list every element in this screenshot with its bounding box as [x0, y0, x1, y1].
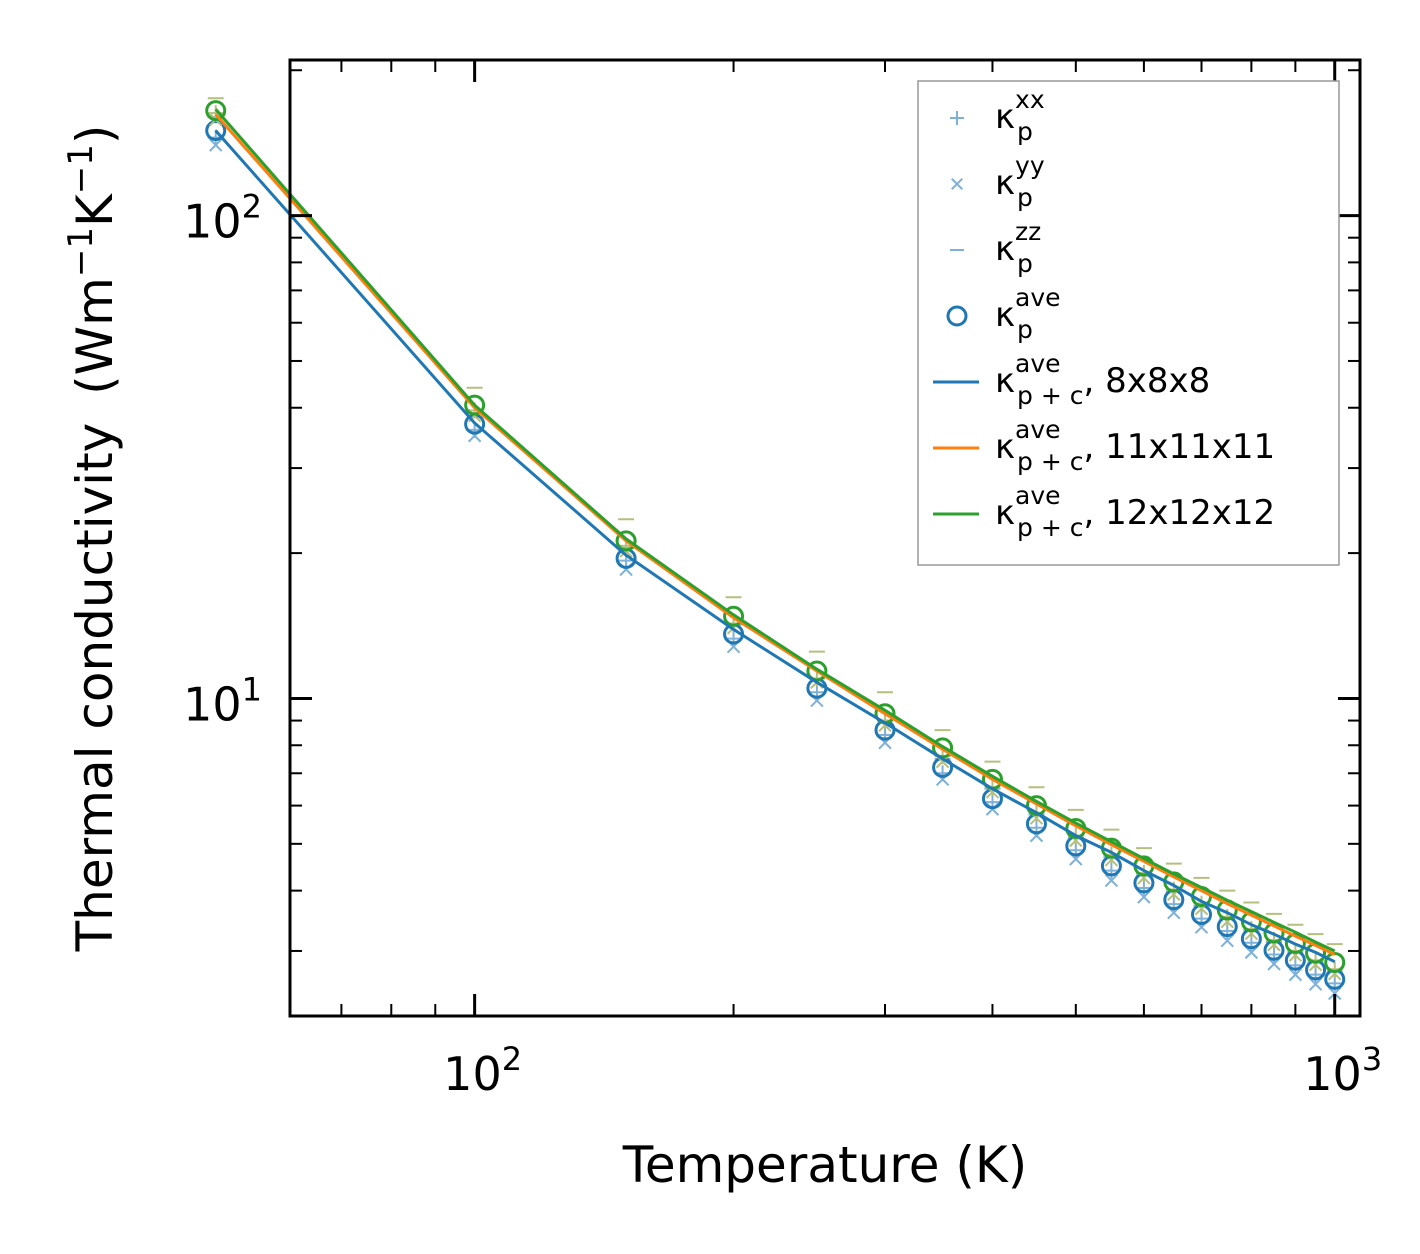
legend-superscript: ave [1015, 349, 1061, 378]
legend-superscript: ave [1015, 415, 1061, 444]
legend-superscript: xx [1015, 85, 1045, 114]
y-axis-label: Thermal conductivity (Wm−1K−1) [61, 125, 124, 953]
data-point-kave_12 [806, 660, 828, 682]
data-point-kyy_8 [1220, 934, 1234, 948]
plot-frame [288, 58, 1362, 1018]
axis-ticks [290, 60, 1360, 1016]
legend-box [917, 80, 1340, 566]
legend-symbol: κ [995, 229, 1015, 269]
legend-marker-cross [951, 178, 963, 190]
data-point-kyy_8 [1288, 967, 1303, 982]
legend-symbol: κ [995, 97, 1015, 137]
legend-subscript: p [1017, 117, 1033, 146]
data-point-kyy_8 [1308, 977, 1323, 991]
legend-marker-circle [946, 305, 968, 327]
x-tick-label-base: 10 [1303, 1047, 1362, 1101]
series-line-kpc_12 [214, 108, 1336, 953]
y-tick-label: 102 [183, 188, 262, 249]
legend-label: κxx p [995, 85, 1045, 146]
data-point-kyy_8 [1328, 986, 1342, 1001]
legend-symbol: κ [995, 295, 1015, 335]
data-point-kave_8 [205, 120, 227, 142]
series-line-kpc_8 [214, 129, 1336, 964]
legend-symbol: κ [995, 163, 1015, 203]
legend-subscript: p [1017, 249, 1033, 278]
legend-entry: κxx p [950, 85, 1045, 146]
y-axis-label-exp2: −1 [61, 144, 101, 194]
x-tick-label-base: 10 [443, 1047, 502, 1101]
y-tick-label-exponent: 2 [242, 188, 262, 226]
data-point-kave_12 [1284, 932, 1306, 954]
legend-entry: κave p [946, 283, 1061, 344]
plot-area [205, 97, 1346, 1001]
data-point-kyy_8 [1137, 890, 1151, 904]
legend-symbol: κ [995, 361, 1015, 401]
x-tick-label-exponent: 2 [502, 1040, 522, 1078]
legend-symbol: κ [995, 493, 1015, 533]
data-point-kyy_8 [209, 138, 223, 152]
x-axis-label: Temperature (K) [622, 1136, 1027, 1194]
data-point-kave_12 [932, 737, 954, 759]
legend-label: κave p + c, 8x8x8 [995, 349, 1210, 410]
y-axis-label-units: (Wm [66, 277, 124, 395]
x-tick-label: 102 [443, 1040, 522, 1101]
legend-label: κave p + c, 11x11x11 [995, 415, 1275, 476]
legend-entry: κave p + c, 8x8x8 [933, 349, 1210, 410]
data-point-kyy_8 [1104, 873, 1119, 888]
y-axis-label-close: ) [66, 125, 124, 145]
data-point-kxx_8 [1287, 957, 1304, 974]
legend-symbol: κ [995, 427, 1015, 467]
data-point-kave_12 [464, 394, 486, 416]
y-tick-label-base: 10 [183, 195, 242, 249]
y-axis-label-text: Thermal conductivity [66, 423, 124, 953]
legend-superscript: ave [1015, 283, 1061, 312]
data-point-kave_12 [205, 100, 227, 122]
x-tick-label: 103 [1303, 1040, 1382, 1101]
legend-superscript: ave [1015, 481, 1061, 510]
legend-entry: κave p + c, 12x12x12 [933, 481, 1275, 542]
legend-entry: κyy p [951, 151, 1045, 212]
legend-suffix: , 12x12x12 [1083, 493, 1275, 533]
y-axis-label-exp1: −1 [61, 227, 101, 277]
x-tick-label-exponent: 3 [1362, 1040, 1382, 1078]
y-tick-label: 101 [183, 670, 262, 731]
legend-suffix: , 8x8x8 [1083, 361, 1210, 401]
legend-subscript: p [1017, 183, 1033, 212]
legend-entry: κzz p [950, 217, 1041, 278]
legend-subscript: p [1017, 315, 1033, 344]
legend-label: κzz p [995, 217, 1041, 278]
legend-superscript: yy [1015, 151, 1045, 180]
legend-subscript: p + c [1017, 513, 1083, 542]
legend-marker-plus [950, 111, 964, 125]
series-line-kpc_11 [214, 113, 1336, 956]
legend-subscript: p + c [1017, 381, 1083, 410]
legend-label: κave p [995, 283, 1061, 344]
legend-label: κave p + c, 12x12x12 [995, 481, 1275, 542]
legend-entry: κave p + c, 11x11x11 [933, 415, 1275, 476]
y-tick-label-base: 10 [183, 677, 242, 731]
y-tick-label-exponent: 1 [242, 670, 262, 708]
data-point-kave_12 [723, 605, 745, 627]
legend-subscript: p + c [1017, 447, 1083, 476]
data-point-kave_12 [615, 530, 637, 552]
series-kzz_12 [207, 97, 1343, 946]
legend-superscript: zz [1015, 217, 1041, 246]
y-axis-label-k: K [66, 193, 124, 227]
legend-suffix: , 11x11x11 [1083, 427, 1275, 467]
legend-label: κyy p [995, 151, 1045, 212]
